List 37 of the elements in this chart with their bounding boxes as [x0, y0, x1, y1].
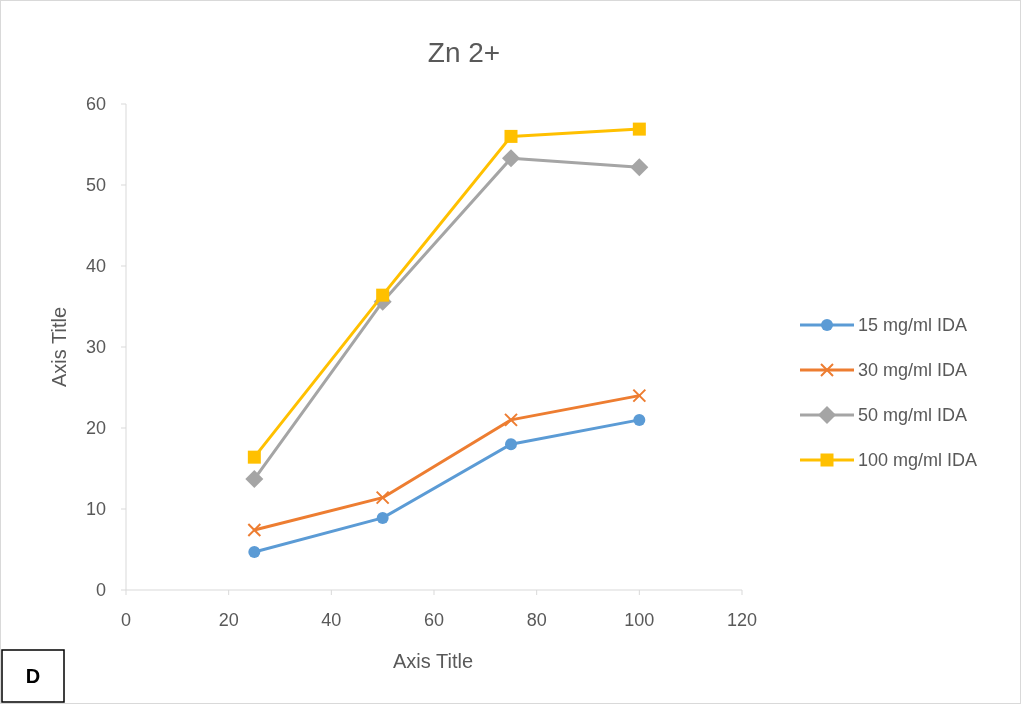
point: [505, 438, 517, 451]
point: [632, 388, 647, 403]
y-tick-label: 20: [85, 418, 106, 439]
chart-title: Zn 2+: [427, 37, 501, 68]
point: [376, 511, 389, 524]
point: [630, 158, 649, 177]
point: [633, 413, 646, 426]
point: [248, 545, 261, 558]
y-tick-label: 50: [85, 175, 106, 196]
point: [376, 288, 390, 302]
y-tick-label: 40: [85, 256, 106, 277]
y-tick-label: 60: [85, 94, 106, 115]
y-tick-label: 0: [95, 580, 106, 601]
y-tick-label: 30: [85, 337, 106, 358]
x-tick-label: 0: [120, 610, 132, 630]
x-tick-label: 100: [624, 610, 655, 630]
x-tick-label: 40: [321, 610, 342, 630]
x-tick-label: 80: [526, 610, 547, 630]
point: [504, 129, 518, 143]
point: [247, 450, 261, 464]
legend-label: 30 mg/ml IDA: [858, 360, 968, 381]
x-tick-label: 120: [726, 610, 758, 630]
y-axis-title: Axis Title: [48, 306, 70, 388]
point: [245, 470, 264, 489]
x-axis-title: Axis Title: [392, 650, 474, 672]
point: [632, 122, 646, 136]
point: [502, 149, 520, 168]
y-tick-label: 10: [85, 499, 106, 520]
point: [375, 490, 390, 505]
x-tick-label: 20: [218, 610, 239, 630]
legend-label: 100 mg/ml IDA: [858, 450, 978, 471]
legend-label: 50 mg/ml IDA: [858, 405, 968, 426]
x-tick-label: 60: [423, 610, 445, 630]
point: [247, 523, 262, 538]
point: [504, 412, 518, 427]
text: D: [25, 665, 41, 687]
legend-label: 15 mg/ml IDA: [858, 315, 968, 336]
